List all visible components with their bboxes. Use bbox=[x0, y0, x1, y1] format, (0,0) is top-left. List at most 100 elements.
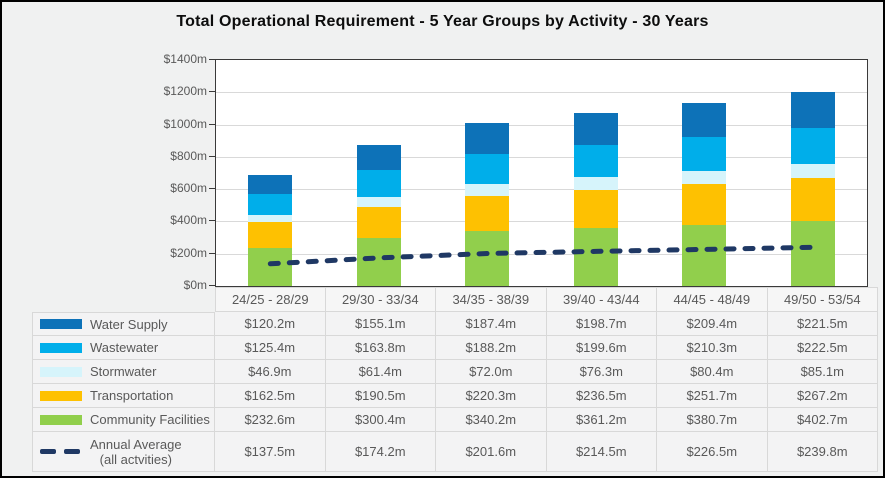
table-value-cell: $188.2m bbox=[436, 336, 547, 360]
dash-icon bbox=[40, 449, 56, 454]
bar-segment-wastewater bbox=[465, 153, 510, 184]
legend-label: Annual Average (all actvities) bbox=[90, 437, 182, 467]
table-corner-cell bbox=[32, 287, 215, 312]
y-axis-label: $600m bbox=[170, 181, 207, 196]
y-axis-label: $1400m bbox=[163, 52, 207, 66]
bar-segment-water-supply bbox=[682, 103, 727, 137]
table-value-cell: $220.3m bbox=[436, 384, 547, 408]
y-axis-label: $0m bbox=[183, 278, 207, 292]
bar-segment-stormwater bbox=[248, 214, 293, 223]
gridline bbox=[216, 156, 867, 158]
table-value-cell: $190.5m bbox=[325, 384, 436, 408]
bar-segment-community-facilities bbox=[790, 220, 835, 286]
legend-label: Community Facilities bbox=[90, 412, 210, 427]
legend-color-swatch-icon bbox=[40, 342, 82, 353]
chart-title: Total Operational Requirement - 5 Year G… bbox=[176, 13, 709, 30]
bar-segment-stormwater bbox=[790, 164, 835, 178]
bar-segment-transportation bbox=[790, 177, 835, 221]
table-value-cell: $198.7m bbox=[546, 312, 657, 336]
table-value-cell: $199.6m bbox=[546, 336, 657, 360]
table-value-cell: $120.2m bbox=[215, 312, 326, 336]
legend-label-line1: Stormwater bbox=[90, 364, 157, 379]
legend-color-swatch-icon bbox=[40, 390, 82, 401]
table-value-cell: $76.3m bbox=[546, 360, 657, 384]
table-column-header: 44/45 - 48/49 bbox=[657, 287, 768, 312]
table-value-cell: $137.5m bbox=[215, 432, 326, 472]
table-value-cell: $232.6m bbox=[215, 408, 326, 432]
legend-item-water-supply: Water Supply bbox=[32, 312, 215, 336]
data-table: 24/25 - 28/29 29/30 - 33/34 34/35 - 38/39 3… bbox=[32, 287, 878, 472]
table-value-cell: $236.5m bbox=[546, 384, 657, 408]
legend-label: Transportation bbox=[90, 388, 173, 403]
table-value-cell: $402.7m bbox=[767, 408, 878, 432]
legend-item-community-facilities: Community Facilities bbox=[32, 408, 215, 432]
bar-segment-transportation bbox=[248, 222, 293, 249]
table-value-cell: $80.4m bbox=[657, 360, 768, 384]
gridline bbox=[216, 124, 867, 126]
y-axis-label: $400m bbox=[170, 213, 207, 228]
table-value-cell: $300.4m bbox=[325, 408, 436, 432]
table-value-cell: $162.5m bbox=[215, 384, 326, 408]
bar-segment-community-facilities bbox=[682, 224, 727, 286]
table-column-header: 39/40 - 43/44 bbox=[546, 287, 657, 312]
legend-label-line1: Water Supply bbox=[90, 316, 168, 332]
table-value-cell: $125.4m bbox=[215, 336, 326, 360]
legend-item-annual-average: Annual Average (all actvities) bbox=[32, 432, 215, 472]
bar-segment-water-supply bbox=[573, 112, 618, 145]
table-value-cell: $174.2m bbox=[325, 432, 436, 472]
legend-item-wastewater: Wastewater bbox=[32, 336, 215, 360]
table-value-cell: $155.1m bbox=[325, 312, 436, 336]
table-value-cell: $187.4m bbox=[436, 312, 547, 336]
y-axis-label: $200m bbox=[170, 245, 207, 260]
table-column-header: 24/25 - 28/29 bbox=[215, 287, 326, 312]
y-axis-tick bbox=[209, 123, 215, 125]
legend-label-line1: Wastewater bbox=[90, 340, 159, 355]
bar-segment-transportation bbox=[573, 189, 618, 228]
bar-segment-wastewater bbox=[790, 128, 835, 165]
bar-segment-water-supply bbox=[465, 123, 510, 154]
table-value-cell: $226.5m bbox=[657, 432, 768, 472]
table-value-cell: $209.4m bbox=[657, 312, 768, 336]
legend-label-line1: Transportation bbox=[90, 388, 174, 403]
legend-label: Stormwater bbox=[90, 364, 156, 379]
gridline bbox=[216, 92, 867, 94]
legend-label-line1: Community Facilities bbox=[90, 412, 210, 427]
y-axis-tick bbox=[209, 285, 215, 286]
bar-segment-stormwater bbox=[682, 170, 727, 184]
y-axis-tick bbox=[209, 59, 215, 60]
y-axis-tick bbox=[209, 220, 215, 222]
gridline bbox=[216, 221, 867, 223]
bar-segment-water-supply bbox=[356, 145, 401, 171]
y-axis-label: $1200m bbox=[163, 84, 207, 99]
bar-segment-community-facilities bbox=[248, 248, 293, 286]
table-value-cell: $163.8m bbox=[325, 336, 436, 360]
legend-color-swatch-icon bbox=[40, 366, 82, 377]
table-value-cell: $46.9m bbox=[215, 360, 326, 384]
bar-segment-stormwater bbox=[573, 177, 618, 190]
annual-average-line bbox=[267, 244, 816, 267]
table-value-cell: $267.2m bbox=[767, 384, 878, 408]
table-column-header: 34/35 - 38/39 bbox=[436, 287, 547, 312]
plot-area bbox=[215, 59, 868, 287]
y-axis-tick bbox=[209, 155, 215, 157]
table-value-cell: $72.0m bbox=[436, 360, 547, 384]
y-axis-tick bbox=[209, 188, 215, 190]
bar-segment-water-supply bbox=[790, 92, 835, 129]
y-axis-tick bbox=[209, 252, 215, 254]
table-value-cell: $221.5m bbox=[767, 312, 878, 336]
y-axis-label: $1000m bbox=[163, 116, 207, 131]
table-value-cell: $210.3m bbox=[657, 336, 768, 360]
legend-label: Wastewater bbox=[90, 340, 158, 355]
table-value-cell: $239.8m bbox=[767, 432, 878, 472]
bar-segment-community-facilities bbox=[465, 231, 510, 286]
legend-dash-swatch-icon bbox=[40, 449, 82, 454]
table-value-cell: $214.5m bbox=[546, 432, 657, 472]
bar-segment-community-facilities bbox=[356, 237, 401, 286]
bar-segment-wastewater bbox=[248, 194, 293, 215]
bar-segment-stormwater bbox=[465, 183, 510, 196]
table-value-cell: $361.2m bbox=[546, 408, 657, 432]
bar-segment-stormwater bbox=[356, 196, 401, 207]
bar-segment-water-supply bbox=[248, 175, 293, 195]
table-value-cell: $222.5m bbox=[767, 336, 878, 360]
